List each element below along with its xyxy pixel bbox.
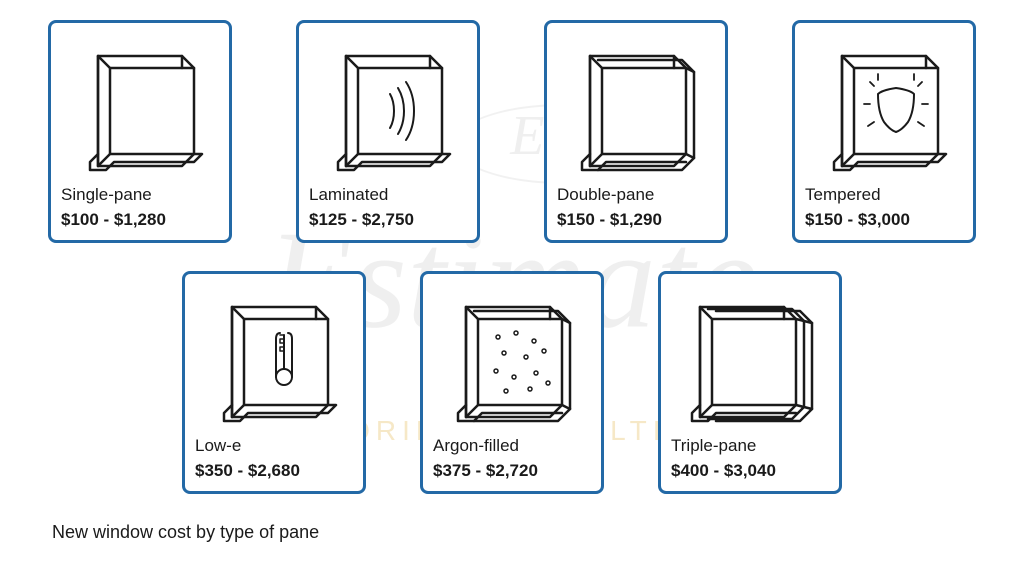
card-label: Single-pane [61,185,219,205]
card-double-pane: Double-pane $150 - $1,290 [544,20,728,243]
card-label: Argon-filled [433,436,591,456]
single-pane-icon [61,31,219,181]
card-label: Triple-pane [671,436,829,456]
card-price: $350 - $2,680 [195,461,353,481]
card-price: $100 - $1,280 [61,210,219,230]
card-price: $125 - $2,750 [309,210,467,230]
card-label: Tempered [805,185,963,205]
card-label: Low-e [195,436,353,456]
card-price: $150 - $1,290 [557,210,715,230]
card-single-pane: Single-pane $100 - $1,280 [48,20,232,243]
card-price: $375 - $2,720 [433,461,591,481]
triple-pane-icon [671,282,829,432]
card-tempered: Tempered $150 - $3,000 [792,20,976,243]
card-label: Laminated [309,185,467,205]
card-price: $400 - $3,040 [671,461,829,481]
infographic-caption: New window cost by type of pane [52,522,984,543]
laminated-icon [309,31,467,181]
argon-filled-icon [433,282,591,432]
card-argon-filled: Argon-filled $375 - $2,720 [420,271,604,494]
card-triple-pane: Triple-pane $400 - $3,040 [658,271,842,494]
double-pane-icon [557,31,715,181]
row-1: Single-pane $100 - $1,280 Laminated [40,20,984,243]
tempered-icon [805,31,963,181]
card-price: $150 - $3,000 [805,210,963,230]
card-label: Double-pane [557,185,715,205]
card-low-e: Low-e $350 - $2,680 [182,271,366,494]
infographic-grid: Single-pane $100 - $1,280 Laminated [40,20,984,494]
card-laminated: Laminated $125 - $2,750 [296,20,480,243]
low-e-icon [195,282,353,432]
row-2: Low-e $350 - $2,680 [40,271,984,494]
